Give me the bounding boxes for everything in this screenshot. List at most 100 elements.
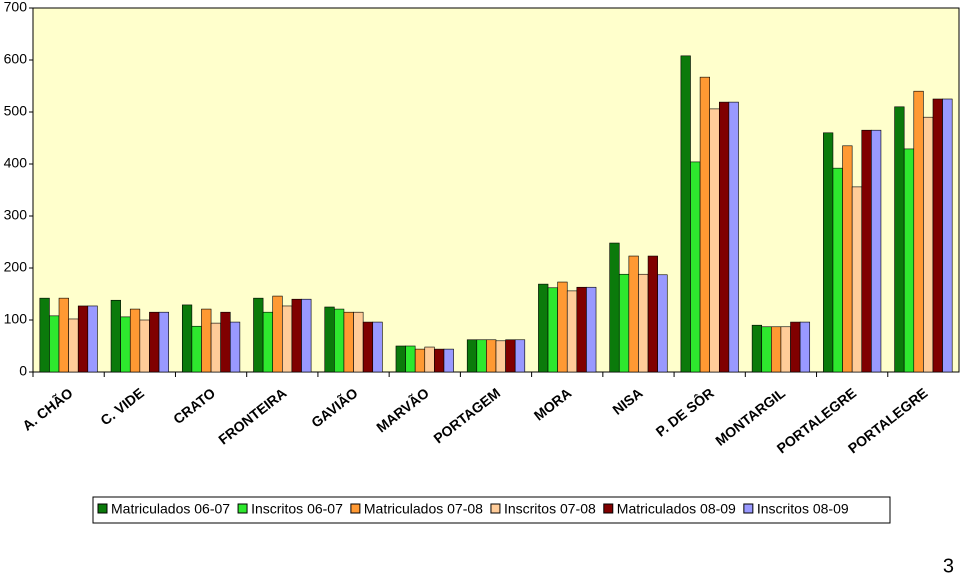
bar: [618, 273, 630, 373]
bar: [486, 339, 497, 373]
y-tick-label: 200: [4, 259, 28, 275]
bar: [253, 297, 264, 373]
bar: [110, 299, 121, 373]
bar: [505, 339, 516, 373]
bar: [913, 90, 924, 373]
bar: [466, 339, 478, 373]
bar: [158, 311, 169, 373]
bar: [547, 287, 558, 373]
x-tick-label: P. DE SÔR: [652, 384, 717, 440]
legend-label: Matriculados 07-08: [364, 501, 483, 517]
bar: [87, 305, 98, 373]
bar: [362, 321, 374, 373]
bar: [443, 348, 454, 373]
legend-label: Matriculados 08-09: [617, 501, 736, 517]
bar: [680, 55, 691, 373]
y-tick-label: 700: [4, 0, 28, 15]
bar: [871, 129, 882, 373]
bar: [780, 326, 791, 373]
bar: [210, 322, 221, 373]
bar: [514, 339, 526, 373]
bar: [424, 346, 435, 373]
legend-swatch: [743, 503, 754, 514]
legend-swatch: [603, 503, 614, 514]
bar: [476, 339, 487, 373]
bar: [229, 321, 241, 373]
bar: [39, 297, 50, 373]
bar: [586, 286, 597, 373]
bar: [149, 311, 160, 373]
y-tick-label: 500: [4, 103, 28, 119]
bar: [343, 311, 354, 373]
legend-swatch: [97, 503, 108, 514]
plot-area: [32, 7, 960, 373]
bar: [434, 348, 445, 373]
legend-label: Inscritos 06-07: [251, 501, 343, 517]
bar: [761, 326, 772, 373]
bar: [353, 311, 364, 373]
bar: [799, 321, 811, 373]
bar: [395, 345, 406, 373]
bar: [709, 108, 720, 373]
x-tick-label: CRATO: [170, 385, 218, 428]
bar: [842, 145, 853, 373]
x-tick-label: PORTAGEM: [430, 385, 503, 447]
bar: [272, 295, 283, 373]
legend-label: Inscritos 08-09: [757, 501, 849, 517]
bar: [751, 324, 763, 373]
y-tick-label: 100: [4, 311, 28, 327]
bar: [638, 273, 649, 373]
bar: [282, 305, 293, 373]
legend-swatch: [350, 503, 361, 514]
bar: [334, 308, 345, 373]
x-tick-label: A. CHÃO: [19, 384, 76, 434]
bar: [771, 326, 782, 373]
x-tick-label: GAVIÃO: [307, 384, 360, 431]
bar: [77, 305, 89, 373]
bar: [647, 255, 658, 373]
bar: [903, 148, 915, 373]
bar: [495, 340, 506, 373]
bar: [191, 325, 202, 373]
x-tick-label: FRONTEIRA: [215, 385, 289, 448]
bar: [557, 281, 568, 373]
bar: [324, 306, 335, 373]
bar: [372, 321, 383, 373]
x-tick-label: C. VIDE: [97, 385, 147, 429]
bar: [699, 76, 710, 373]
page-number: 3: [943, 555, 954, 577]
x-tick-label: MARVÃO: [373, 384, 432, 436]
y-tick-label: 600: [4, 51, 28, 67]
bar: [262, 311, 274, 373]
legend-swatch: [490, 503, 501, 514]
bar: [181, 304, 193, 373]
bar: [790, 321, 801, 373]
bar: [291, 298, 302, 373]
bar: [120, 316, 131, 373]
x-tick-label: MORA: [531, 385, 575, 424]
y-tick-label: 400: [4, 155, 28, 171]
bar: [832, 167, 843, 373]
legend-label: Matriculados 06-07: [111, 501, 230, 517]
bar: [220, 311, 231, 373]
bar: [690, 161, 701, 373]
bar: [566, 290, 578, 373]
bar: [609, 242, 620, 373]
bar: [823, 132, 834, 373]
bar: [851, 186, 863, 373]
bar: [628, 255, 639, 373]
bar: [576, 286, 587, 373]
bar: [894, 106, 905, 373]
x-tick-label: MONTARGIL: [712, 384, 788, 448]
bar: [942, 98, 953, 373]
x-tick-label: NISA: [609, 385, 645, 418]
bar: [861, 129, 872, 373]
y-tick-label: 0: [19, 363, 27, 379]
bar: [657, 274, 668, 373]
bar: [68, 318, 79, 373]
legend-label: Inscritos 07-08: [504, 501, 596, 517]
bar: [932, 98, 943, 373]
bar: [414, 348, 426, 373]
